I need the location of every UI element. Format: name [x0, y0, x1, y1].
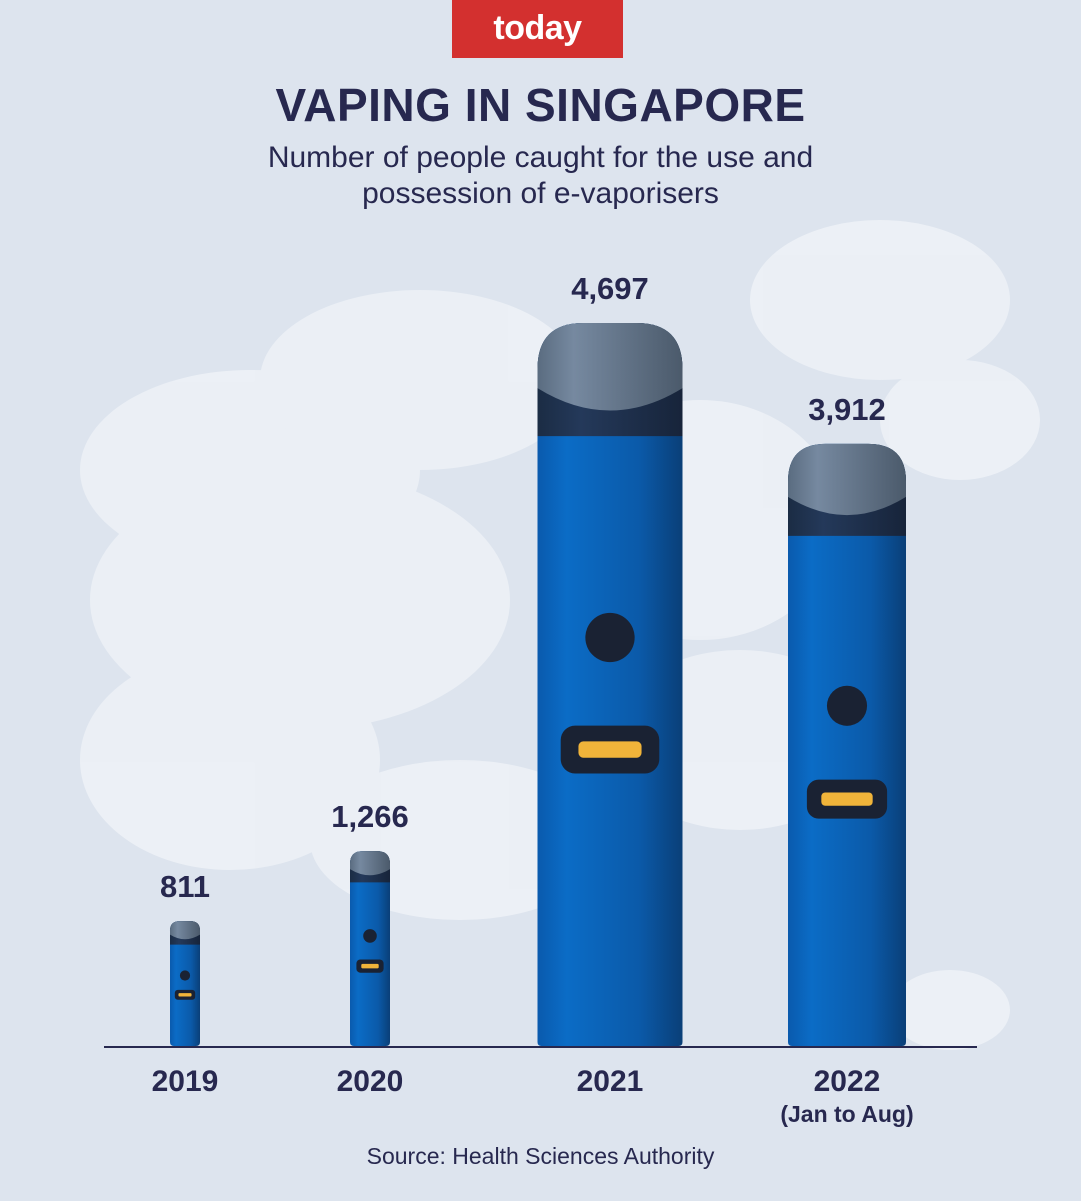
subtitle-line: possession of e-vaporisers — [362, 177, 719, 210]
bar-button-light — [361, 963, 379, 969]
today-logo: today — [452, 0, 623, 58]
bar-body — [537, 323, 683, 1046]
chart-subtitle: Number of people caught for the use and … — [0, 140, 1081, 212]
bar-indicator-dot — [585, 612, 635, 663]
chart-title: VAPING IN SINGAPORE — [275, 79, 806, 131]
bar-indicator-dot — [826, 685, 868, 726]
bar-body — [170, 921, 200, 1046]
bar-body — [350, 851, 390, 1046]
source-note: Source: Health Sciences Authority — [366, 1143, 715, 1169]
value-label: 811 — [160, 869, 210, 904]
bar-2022 — [788, 443, 906, 1046]
subtitle-line: Number of people caught for the use and — [267, 141, 814, 174]
bar-2019 — [170, 921, 200, 1046]
category-label: 2021 — [577, 1065, 644, 1098]
bar-button-light — [821, 792, 873, 806]
bar-indicator-dot — [179, 970, 191, 981]
value-label: 3,912 — [808, 392, 886, 427]
category-label: 2019 — [152, 1065, 219, 1098]
bar-2021 — [537, 323, 683, 1046]
bar-button-light — [578, 741, 642, 758]
bar-mouthpiece — [537, 323, 683, 411]
value-label: 4,697 — [571, 271, 649, 306]
bar-mouthpiece — [350, 851, 390, 876]
bar-mouthpiece — [170, 921, 200, 940]
value-label: 1,266 — [331, 799, 409, 834]
bar-mouthpiece — [788, 443, 906, 516]
bar-2020 — [350, 851, 390, 1046]
bar-indicator-dot — [363, 929, 377, 943]
bar-button-light — [178, 993, 192, 997]
bar-body — [788, 443, 906, 1046]
category-note: (Jan to Aug) — [780, 1101, 913, 1127]
category-label: 2020 — [337, 1065, 404, 1098]
category-label: 2022 — [814, 1065, 881, 1098]
